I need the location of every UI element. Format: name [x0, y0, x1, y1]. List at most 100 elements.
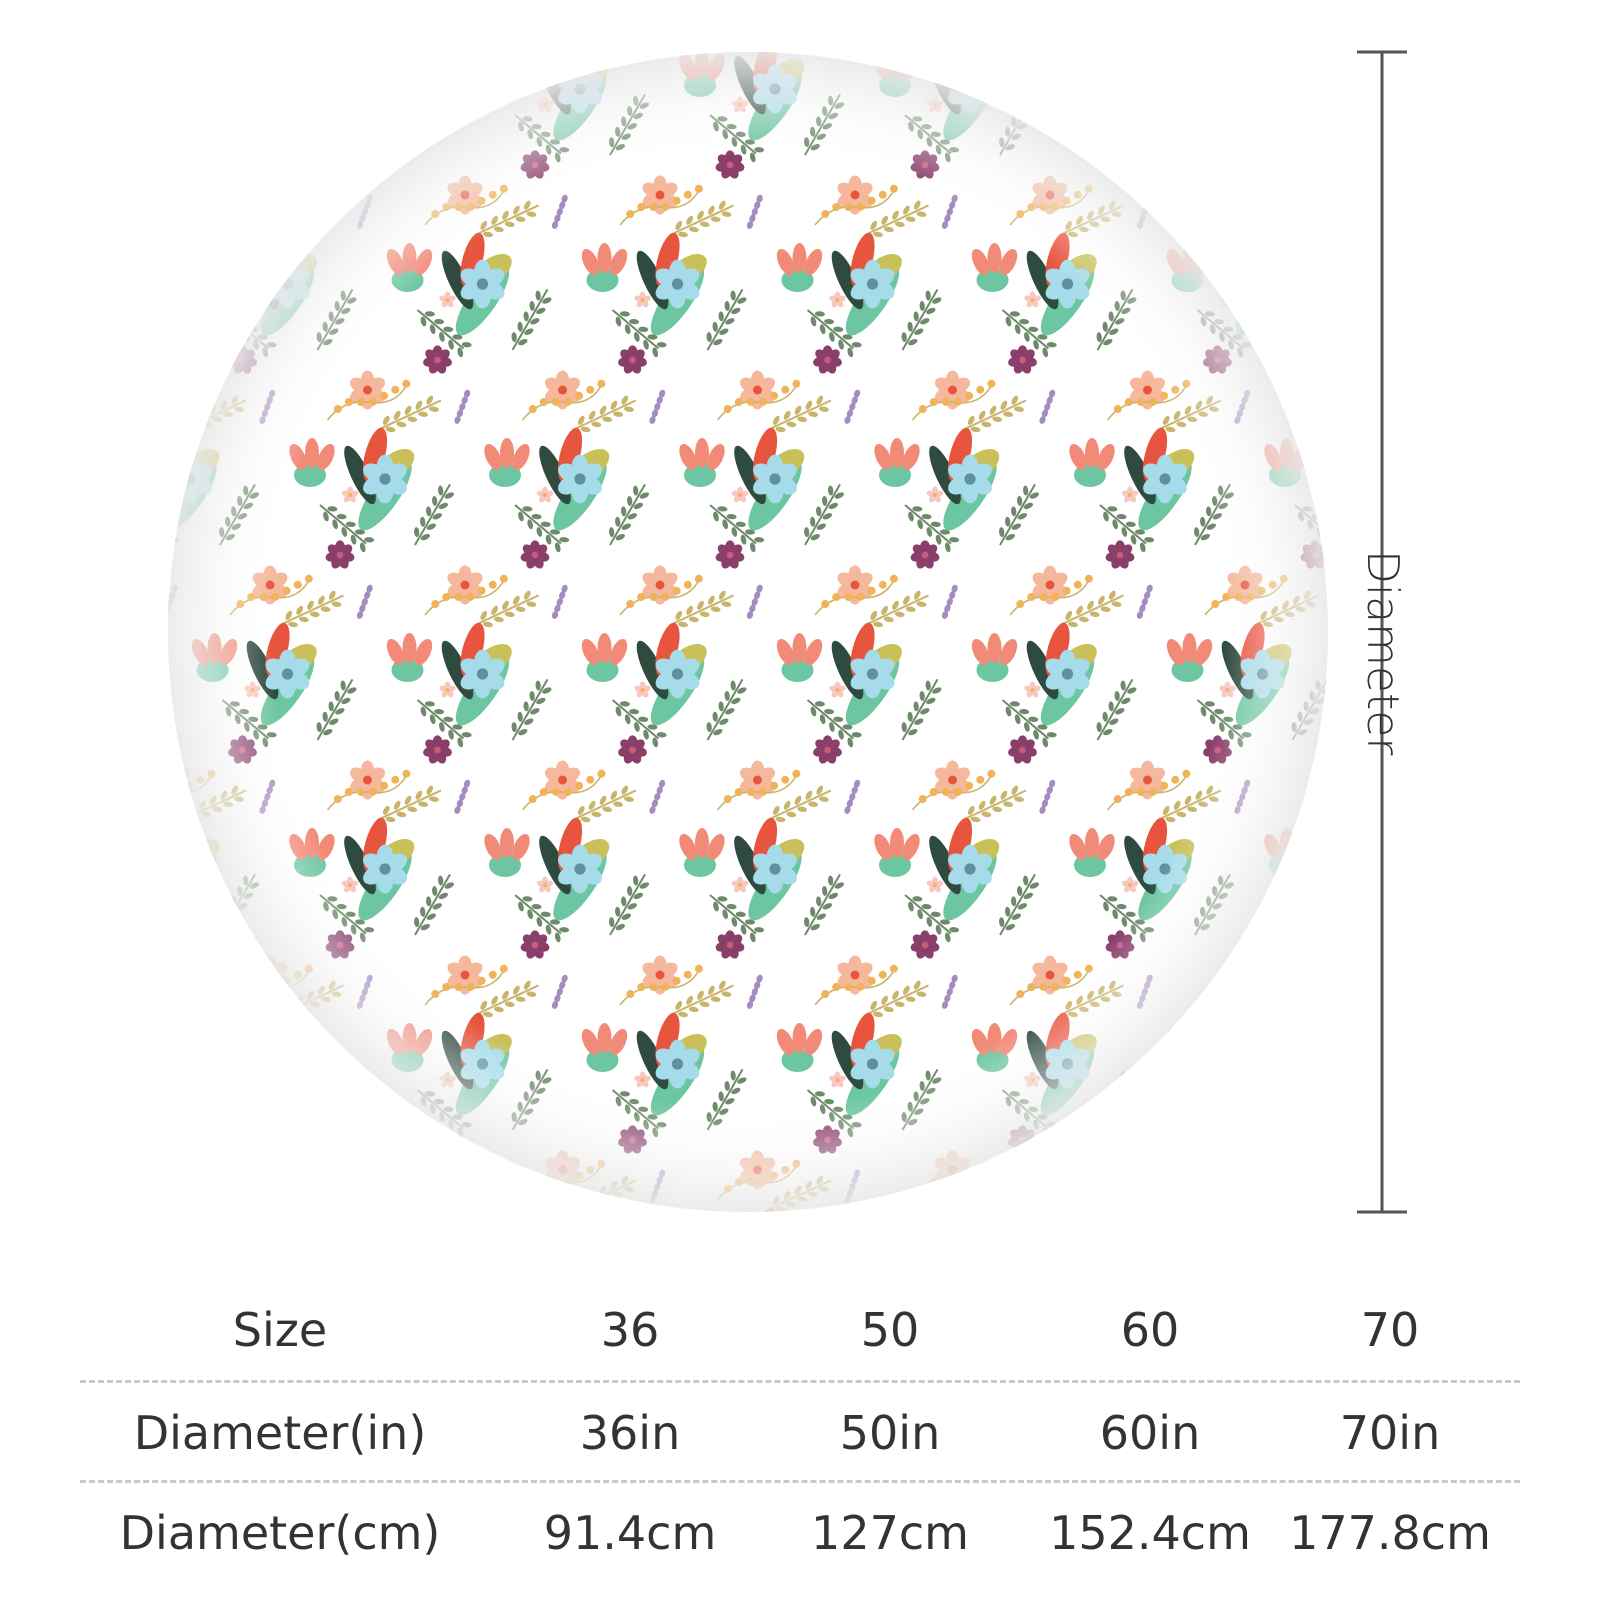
- lavender-bud: [1340, 584, 1348, 594]
- yellow-berries-berry: [1319, 788, 1328, 797]
- peach-flower-petal: [1534, 0, 1558, 16]
- golden-sprig-leaf: [385, 36, 396, 43]
- light-blue-flower-petal: [0, 460, 20, 487]
- light-blue-flower-petal: [1335, 82, 1365, 109]
- peach-flower-petal: [68, 975, 81, 995]
- golden-sprig-leaf: [382, 25, 392, 36]
- lavender-sprig: [1331, 584, 1349, 620]
- olive-leaf: [1443, 638, 1493, 683]
- green-sprig-leaf: [1407, 496, 1413, 506]
- teal-leaf: [0, 843, 31, 928]
- green-sprig-leaf: [1413, 111, 1424, 120]
- golden-sprig-leaf: [296, 215, 304, 225]
- light-blue-flower-center: [0, 473, 1, 484]
- lavender-bud: [651, 19, 659, 29]
- green-sprig-leaf: [1596, 506, 1600, 516]
- green-sprig-leaf: [1023, 95, 1029, 106]
- green-sprig-leaf: [237, 105, 243, 116]
- light-blue-flower: [1240, 259, 1285, 309]
- golden-sprig: [1543, 781, 1600, 829]
- green-sprig-stem: [1488, 289, 1523, 350]
- peach-flower-petal: [1436, 969, 1460, 991]
- golden-sprig: [1254, 200, 1319, 238]
- pink-blossom-petal: [1322, 486, 1328, 496]
- light-blue-flower-petal: [1530, 862, 1560, 889]
- yellow-berries: [1493, 0, 1584, 30]
- peach-flower-petal: [168, 1167, 174, 1183]
- green-sprig-leaf: [1584, 137, 1590, 147]
- plum-flower-petal: [140, 553, 156, 571]
- green-sprig-leaf: [225, 126, 231, 137]
- green-sprig-leaf: [1596, 132, 1600, 141]
- pink-blossom-petal: [1518, 103, 1528, 113]
- dark-leaf: [1411, 637, 1454, 703]
- yellow-berries: [1301, 383, 1375, 421]
- green-sprig-leaf: [225, 316, 232, 327]
- golden-sprig-stem: [1450, 595, 1513, 625]
- golden-sprig-leaf: [111, 600, 121, 611]
- plum-flower: [1592, 735, 1600, 765]
- yellow-berries-berry: [271, 202, 280, 211]
- yellow-berries-stem: [1591, 969, 1600, 1005]
- golden-sprig-leaf: [1003, 21, 1014, 28]
- green-sprig-leaf: [121, 332, 127, 342]
- peach-flower: [1127, 0, 1168, 20]
- lavender-sprig: [453, 0, 471, 35]
- yellow-berries-berry: [271, 982, 280, 991]
- golden-sprig-leaf: [1458, 1011, 1469, 1018]
- golden-sprig-leaf: [212, 26, 223, 33]
- peach-flower-petal: [1238, 175, 1252, 196]
- green-sprig-leaf: [1322, 297, 1328, 304]
- golden-sprig-leaf: [1490, 606, 1501, 613]
- light-blue-flower-petal: [1432, 277, 1462, 304]
- peach-flower: [1227, 955, 1263, 995]
- peach-flower-petal: [1531, 390, 1544, 410]
- peach-flower-center: [71, 971, 80, 980]
- peach-flower-petal: [932, 0, 956, 16]
- yellow-berries-berry: [1366, 385, 1375, 394]
- dark-leaf: [1319, 835, 1328, 895]
- green-sprig-leaf: [133, 701, 139, 711]
- yellow-berries-berry: [1355, 1, 1364, 10]
- yellow-berries-berry: [236, 990, 245, 999]
- green-sprig-leaf: [1506, 124, 1516, 130]
- green-sprig-leaf: [1320, 911, 1328, 917]
- pink-blossom-center: [348, 103, 352, 107]
- lavender-sprig: [1331, 974, 1349, 1010]
- peach-flower-petal: [1336, 0, 1349, 20]
- floral-motif: [1508, 35, 1600, 244]
- lavender-bud: [169, 201, 176, 210]
- peach-flower-petal: [71, 959, 95, 981]
- pink-blossom-center: [153, 883, 157, 887]
- yellow-berries: [1493, 379, 1584, 420]
- light-blue-flower: [67, 1040, 118, 1089]
- green-sprig-leaf: [1436, 732, 1446, 738]
- peach-flower-petal: [1433, 955, 1446, 975]
- yellow-berries-berry: [173, 7, 182, 16]
- green-sprig-leaf: [1413, 501, 1424, 510]
- green-sprig-leaf: [1596, 896, 1600, 906]
- yellow-berries-berry: [976, 0, 985, 4]
- pink-blossom: [1121, 96, 1139, 113]
- green-sprig-leaf: [1427, 334, 1437, 340]
- yellow-berries-berry: [1572, 769, 1581, 778]
- yellow-berries-berry: [941, 7, 950, 16]
- golden-sprig-leaf: [1595, 394, 1600, 405]
- plum-flower-petal: [134, 943, 150, 961]
- green-sprig-leaf: [1501, 519, 1509, 530]
- green-sprig-leaf: [132, 896, 142, 902]
- teal-leaf: [99, 463, 131, 487]
- yellow-berries-stem: [1301, 383, 1328, 421]
- green-sprig-leaf: [1510, 290, 1516, 300]
- green-sprig: [1479, 284, 1531, 355]
- golden-sprig-leaf: [89, 1000, 99, 1011]
- yellow-berries: [1301, 773, 1328, 811]
- green-sprig-leaf: [54, 101, 65, 110]
- peach-flower-petal: [737, 0, 761, 16]
- olive-leaf: [375, 59, 415, 91]
- green-sprig-leaf: [1395, 316, 1403, 327]
- plum-flower-petal: [1407, 345, 1417, 360]
- yellow-berries-berry: [929, 7, 938, 16]
- golden-sprig-leaf: [981, 31, 992, 38]
- light-blue-flower-petal: [1335, 70, 1365, 97]
